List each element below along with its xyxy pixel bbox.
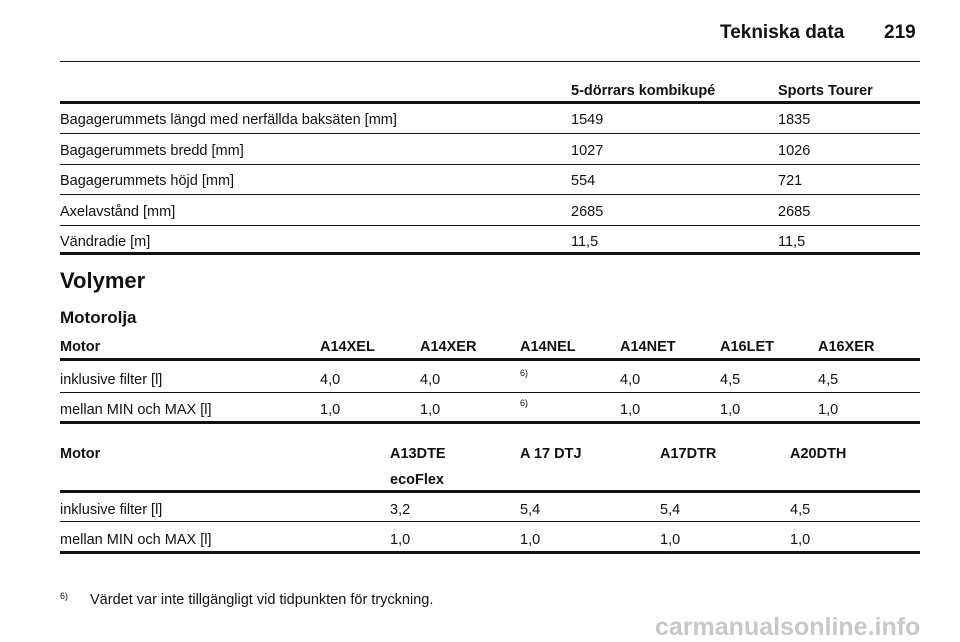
column-header: A14NEL [520, 339, 576, 355]
row-label: Bagagerummets längd med nerfällda baksät… [60, 112, 397, 128]
thick-rule [60, 551, 920, 554]
cell-value: 4,0 [320, 372, 341, 388]
column-header: 5-dörrars kombikupé [571, 83, 716, 99]
column-header: A14XER [420, 339, 477, 355]
column-header: A14XEL [320, 339, 375, 355]
subsection-title: Motorolja [60, 308, 137, 327]
footnote-text: Värdet var inte tillgängligt vid tidpunk… [90, 592, 434, 608]
header-rule [60, 61, 920, 62]
column-header: A 17 DTJ [520, 446, 582, 462]
column-header: A16XER [818, 339, 875, 355]
row-rule [60, 194, 920, 195]
row-rule [60, 163, 920, 165]
row-rule [60, 521, 920, 522]
cell-value: 11,5 [778, 234, 806, 250]
cell-value: 4,0 [420, 372, 441, 388]
thick-rule [60, 490, 920, 493]
cell-value: 1,0 [790, 532, 811, 548]
cell-value: 1,0 [620, 402, 641, 418]
section-title: Volymer [60, 268, 146, 293]
cell-value: 1,0 [420, 402, 441, 418]
cell-value: 1,0 [720, 402, 741, 418]
row-label: inklusive filter [l] [60, 502, 163, 518]
column-header: A14NET [620, 339, 676, 355]
column-header: Motor [60, 339, 101, 355]
cell-value: 2685 [571, 203, 604, 220]
cell-value: 2685 [778, 203, 811, 220]
cell-value: 5,4 [660, 502, 681, 518]
row-rule [60, 392, 920, 393]
cell-value: 4,5 [818, 372, 839, 388]
thick-rule [60, 358, 920, 361]
cell-value: 721 [778, 173, 803, 189]
cell-value: 4,5 [720, 372, 741, 388]
cell-value: 554 [571, 173, 596, 189]
thick-rule [60, 421, 920, 424]
row-label: Bagagerummets bredd [mm] [60, 142, 244, 159]
column-header: A20DTH [790, 446, 847, 462]
row-label: Axelavstånd [mm] [60, 203, 176, 220]
footnote-marker: 6) [60, 591, 69, 601]
cell-value: 1,0 [818, 402, 839, 418]
page-number: 219 [884, 22, 916, 43]
row-label: Vändradie [m] [60, 234, 151, 250]
cell-value: 5,4 [520, 502, 541, 518]
cell-value: 1027 [571, 142, 604, 159]
cell-value: 1,0 [320, 402, 341, 418]
cell-value: 1026 [778, 142, 811, 159]
cell-value: 4,5 [790, 502, 811, 518]
cell-value: 1549 [571, 112, 604, 128]
cell-value: 11,5 [571, 234, 599, 250]
column-header: A17DTR [660, 446, 717, 462]
column-header: Sports Tourer [778, 83, 873, 99]
row-rule [60, 224, 920, 226]
footnote-ref: 6) [520, 398, 529, 408]
row-label: inklusive filter [l] [60, 372, 163, 388]
row-rule [60, 133, 920, 134]
cell-value: 4,0 [620, 372, 641, 388]
cell-value: 1,0 [520, 532, 541, 548]
cell-value: 1,0 [660, 532, 681, 548]
row-label: mellan MIN och MAX [l] [60, 532, 212, 548]
column-header: ecoFlex [390, 472, 444, 488]
column-header: A13DTE [390, 446, 446, 462]
row-label: mellan MIN och MAX [l] [60, 402, 212, 418]
column-header: Motor [60, 446, 101, 462]
cell-value: 1,0 [390, 532, 411, 548]
column-header: A16LET [720, 339, 774, 355]
thick-rule [60, 252, 920, 255]
header-title: Tekniska data [720, 22, 845, 43]
watermark: carmanualsonline.info [655, 613, 921, 641]
thick-rule [60, 101, 920, 104]
row-label: Bagagerummets höjd [mm] [60, 173, 235, 189]
footnote-ref: 6) [520, 368, 529, 378]
cell-value: 1835 [778, 112, 811, 128]
cell-value: 3,2 [390, 502, 411, 518]
